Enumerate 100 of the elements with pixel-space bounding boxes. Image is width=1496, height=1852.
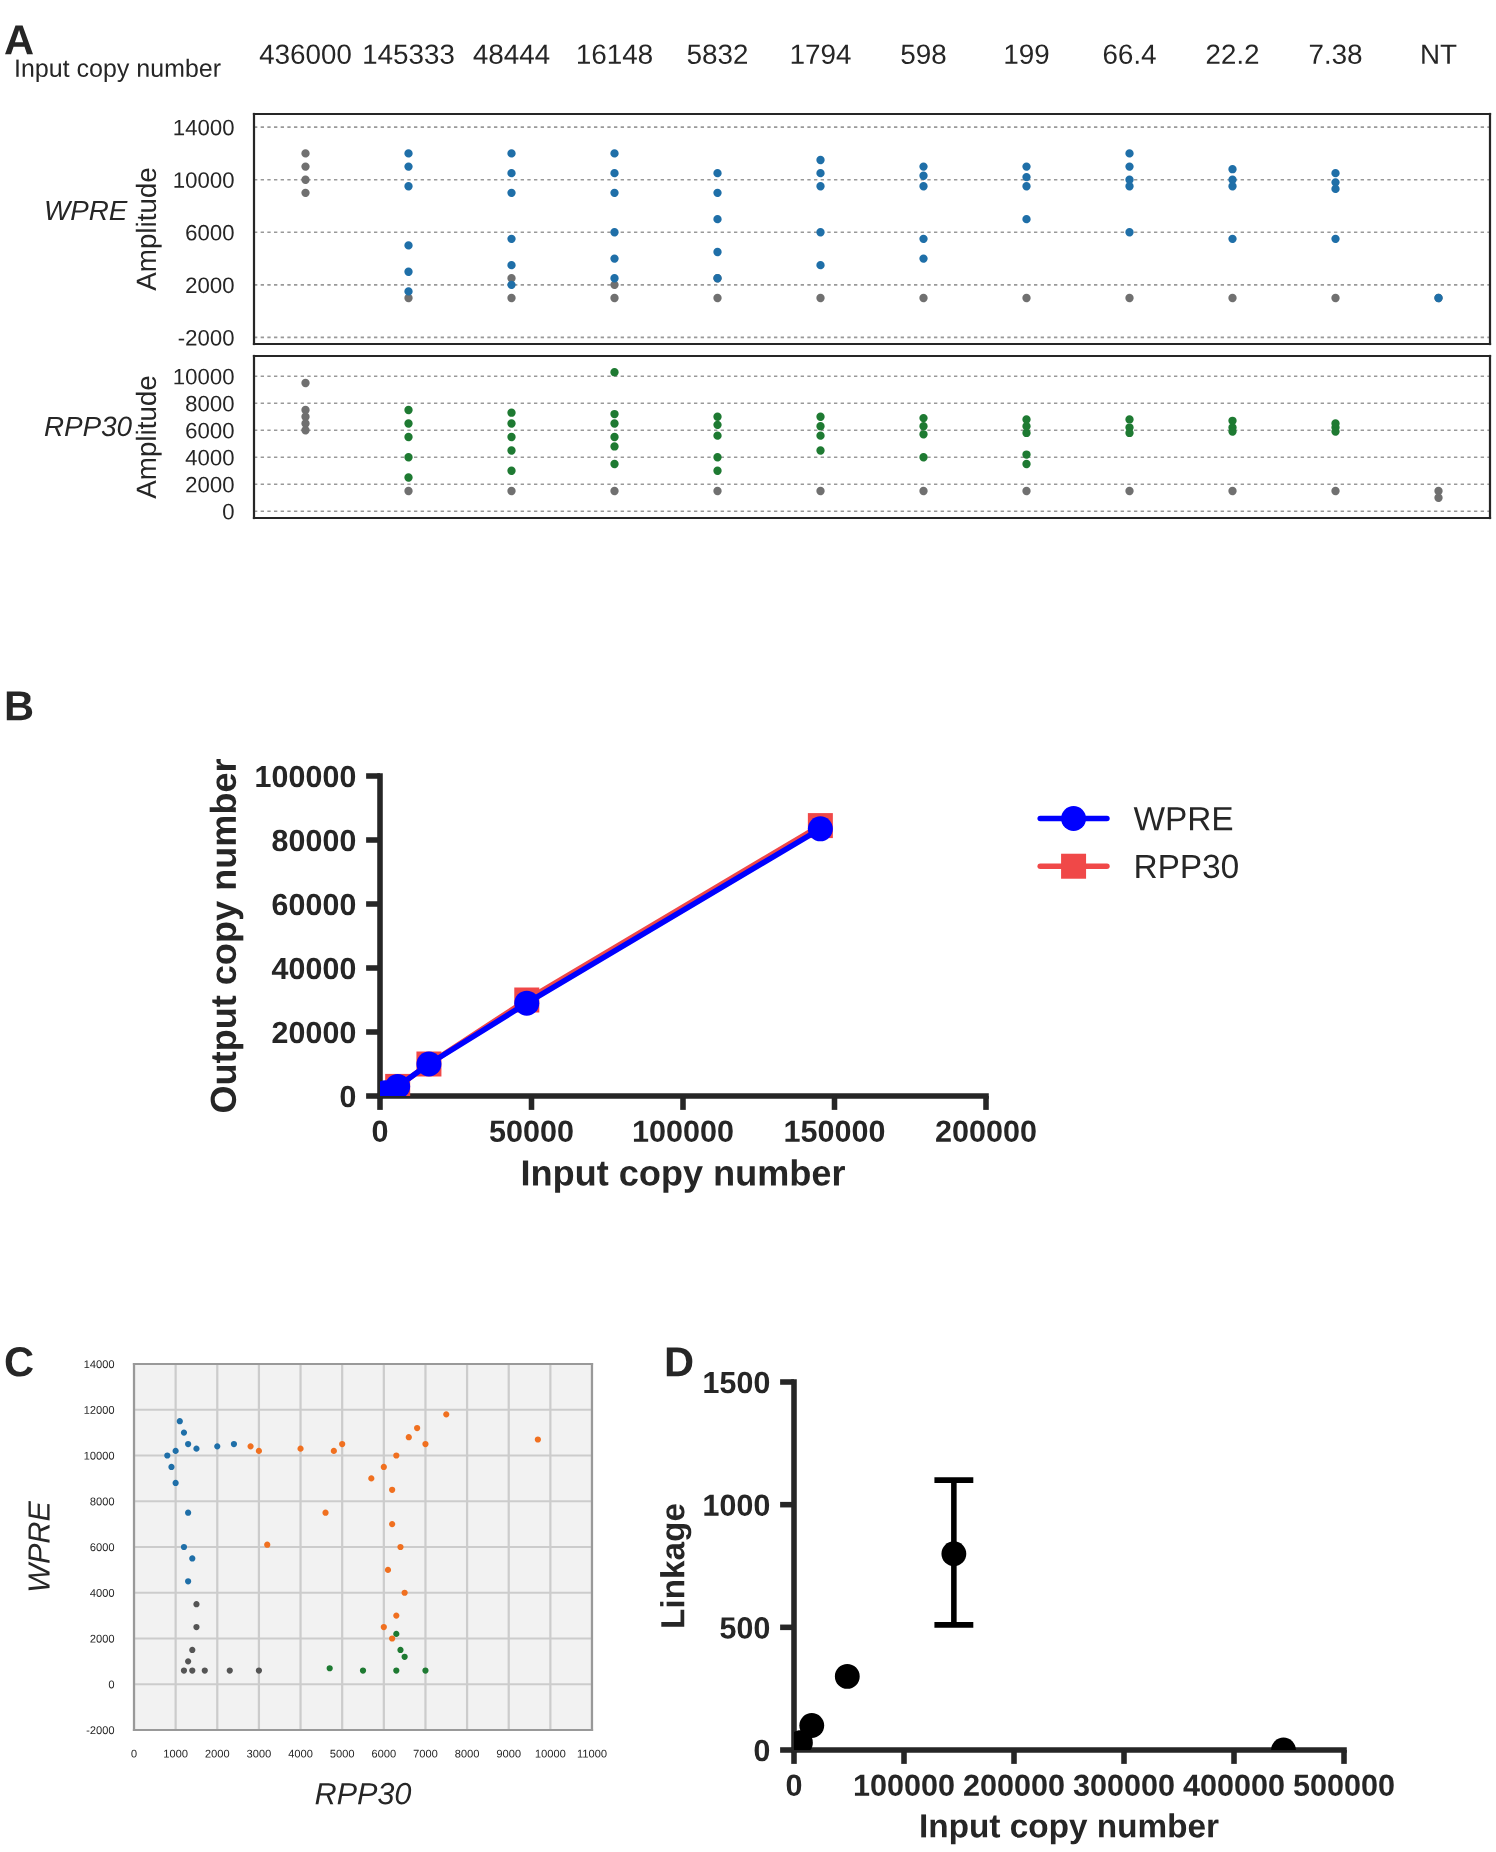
point [1331,184,1340,194]
point [507,486,516,496]
point [834,1663,860,1689]
point [1331,293,1340,303]
y-tick-label: 2000 [186,476,234,493]
y-tick-label: 0 [340,1085,356,1108]
point [1125,149,1134,158]
point [713,214,722,224]
point [713,168,722,178]
point [189,1555,196,1562]
y-tick-label: 0 [223,503,234,520]
point [301,175,310,184]
point [816,182,825,191]
point [507,432,516,442]
text: RPP30 [44,416,132,437]
x-axis-title: Input copy number [16,58,221,82]
y-tick-label: 1000 [704,1494,770,1517]
x-tick-label: 1794 [791,44,851,65]
point [185,1658,192,1665]
y-tick-label: 80000 [272,829,356,852]
legend-label: RPP30 [1136,854,1238,879]
point [610,409,619,419]
y-tick-label: 60000 [272,893,356,916]
point [401,1589,408,1596]
x-tick-label: 16148 [578,44,652,65]
point [1022,182,1031,191]
point [404,267,413,276]
point [1125,182,1134,191]
point [230,1440,238,1448]
point [919,254,928,263]
point [534,1436,541,1443]
point [443,1411,450,1418]
point [389,1486,396,1493]
x-tick-label: 66.4 [1103,44,1156,65]
point [193,1445,200,1452]
point [301,378,310,388]
point [1228,416,1237,425]
point [713,412,722,421]
point [301,162,310,171]
y-tick-label: 500 [720,1617,770,1639]
x-tick-label: 100000 [633,1120,733,1143]
point [414,1424,421,1432]
point [172,1447,179,1455]
y-axis-title: Linkage [660,1504,692,1627]
x-tick-label: 300000 [1073,1774,1174,1797]
point [941,1541,967,1567]
point [507,260,516,270]
point [1022,162,1031,171]
point [1022,459,1031,469]
point [384,1566,392,1573]
point [816,412,825,421]
point [180,1429,188,1436]
point [397,1543,404,1551]
x-tick-label: 199 [1005,44,1049,65]
y-tick-label: 4000 [185,449,234,466]
y-axis-title: Amplitude [135,376,162,499]
point [359,1667,367,1674]
x-tick-label: 200000 [936,1120,1036,1143]
point [507,234,516,244]
point [168,1463,175,1471]
point [1434,493,1443,502]
point [919,162,928,171]
point [610,432,619,442]
point [610,254,619,263]
point [816,168,825,178]
point [816,228,825,237]
y-tick-label: 8000 [186,395,234,412]
point [1022,486,1031,496]
point [919,182,928,191]
point [404,293,413,303]
point [264,1541,271,1548]
point [404,287,413,296]
x-tick-label: 200000 [964,1774,1064,1797]
point [393,1630,400,1638]
point [1331,168,1340,178]
point [1434,486,1443,496]
point [301,188,310,198]
point [247,1443,254,1450]
point [610,168,619,178]
x-tick-label: 22.2 [1206,44,1259,64]
x-tick-label: 5832 [687,44,748,65]
point [713,431,722,440]
point [172,1479,179,1487]
x-tick-label: 0 [372,1120,388,1143]
point [610,293,619,303]
point [507,466,516,475]
point [1022,428,1031,438]
point [404,405,413,415]
y-tick-label: 10000 [174,172,234,188]
point [713,420,722,430]
point [799,1713,825,1738]
point [1331,486,1340,496]
point [404,432,413,442]
point [326,1665,333,1672]
point [1125,293,1134,303]
point [405,1434,412,1441]
x-tick-label: 50000 [489,1120,573,1143]
point [507,293,516,303]
point [393,1452,400,1459]
x-tick-label: 500000 [1293,1774,1394,1797]
